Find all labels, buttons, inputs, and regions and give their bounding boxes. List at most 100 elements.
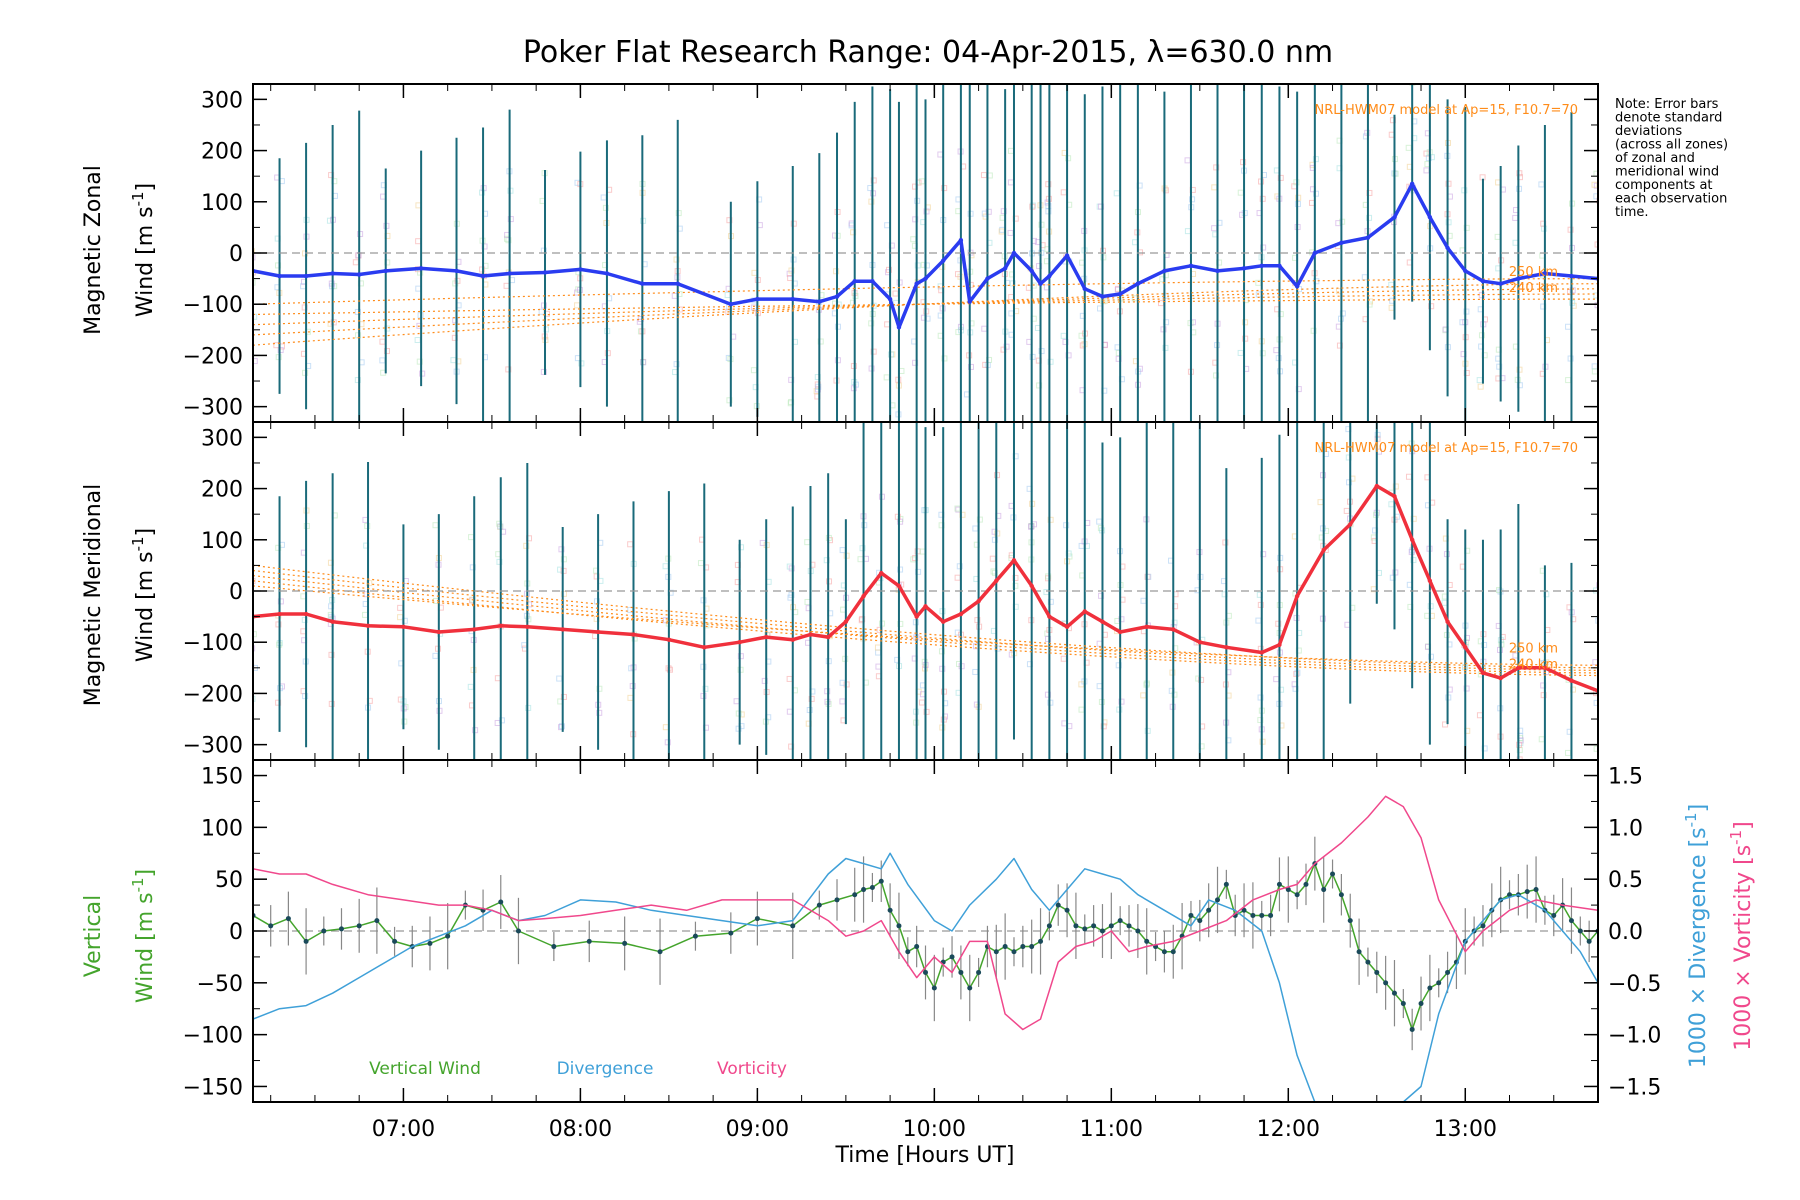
- vertical-wind-point: [692, 933, 698, 939]
- vertical-wind-point: [1577, 928, 1583, 934]
- vertical-wind-point: [1206, 907, 1212, 913]
- meridional-wind-point: [764, 634, 769, 640]
- meridional-wind-point: [1197, 640, 1203, 645]
- zonal-wind-point: [480, 273, 486, 279]
- vertical-wind-point: [1126, 923, 1132, 929]
- meridional-wind-point: [1542, 665, 1548, 671]
- meridional-ylabel-line2: Wind [m s-1]: [129, 528, 158, 662]
- meridional-wind-point: [1427, 578, 1433, 583]
- vertical-wind-point: [967, 985, 973, 991]
- meridional-wind-point: [1294, 593, 1300, 599]
- meridional-wind-point: [994, 578, 999, 583]
- meridional-wind-point: [1224, 645, 1229, 650]
- zonal-wind-point: [923, 276, 928, 281]
- meridional-panel: NRL-HWM07 model at Ap=15, F10.7=70 250 km…: [183, 421, 1599, 761]
- meridional-wind-point: [737, 640, 742, 645]
- meridional-wind-point: [1171, 627, 1176, 632]
- zonal-ytick-label: 200: [201, 140, 243, 165]
- zonal-wind-point: [1463, 268, 1468, 274]
- vertical-wind-point: [1241, 907, 1247, 913]
- vertical-wind-point: [303, 938, 309, 944]
- meridional-wind-point: [940, 619, 946, 624]
- vertical-ylabel-line1: Vertical: [81, 895, 106, 977]
- zonal-model-curve: [253, 293, 1598, 326]
- meridional-wind-point: [1321, 547, 1326, 553]
- note-line: components at: [1615, 178, 1713, 193]
- zonal-wind-point: [640, 281, 645, 286]
- vertical-wind-point: [1215, 897, 1221, 903]
- vertical-wind-point: [790, 923, 796, 929]
- zonal-panel: NRL-HWM07 model at Ap=15, F10.7=70 250 km…: [183, 83, 1599, 423]
- meridional-ytick-label: −100: [183, 631, 243, 656]
- xtick-label: 08:00: [549, 1117, 612, 1142]
- vertical-wind-point: [1038, 938, 1044, 944]
- zonal-wind-point: [542, 270, 548, 275]
- vertical-wind-point: [931, 985, 937, 991]
- meridional-model-height: 240 km: [1509, 657, 1558, 672]
- vertical-wind-point: [1568, 918, 1574, 924]
- zonal-ylabel-line2: Wind [m s-1]: [129, 183, 158, 317]
- meridional-wind-point: [365, 623, 371, 629]
- right-ytick-label: 1.5: [1608, 765, 1643, 790]
- meridional-wind-point: [896, 583, 902, 589]
- vertical-wind-point: [1338, 892, 1344, 898]
- meridional-wind-point: [1259, 650, 1264, 655]
- right-ytick-label: −1.5: [1608, 1075, 1661, 1100]
- vertical-wind-point: [1436, 980, 1442, 986]
- meridional-wind-point: [1409, 537, 1415, 542]
- meridional-plot-area: [253, 422, 1598, 760]
- zonal-wind-point: [1427, 214, 1433, 220]
- vertical-wind-point: [1064, 907, 1070, 913]
- vertical-wind-point: [1374, 969, 1380, 975]
- vertical-wind-point: [1391, 990, 1397, 996]
- meridional-wind-point: [595, 629, 601, 635]
- vertical-ytick-label: 100: [201, 816, 243, 841]
- vertical-ytick-label: −150: [183, 1075, 243, 1100]
- vertical-wind-point: [728, 930, 734, 936]
- zonal-wind-point: [852, 278, 857, 284]
- note-line: Note: Error bars: [1615, 97, 1719, 112]
- vertical-wind-point: [551, 944, 557, 950]
- vertical-wind-point: [1347, 918, 1353, 924]
- vertical-wind-point: [268, 923, 274, 929]
- zonal-wind-point: [1569, 273, 1574, 279]
- vertical-wind-point: [1029, 944, 1035, 950]
- meridional-wind-point: [1480, 670, 1486, 676]
- vertical-panel: 150 100 50 0 −50 −100 −150 1.5 1.0 0.5 0.0 −0.5 −1.0…: [183, 759, 1661, 1142]
- xtick-label: 12:00: [1257, 1117, 1320, 1142]
- legend-item: Divergence: [557, 1059, 654, 1079]
- vertical-wind-point: [1533, 887, 1539, 893]
- meridional-wind-point: [525, 624, 530, 630]
- xtick-label: 09:00: [726, 1117, 789, 1142]
- vertical-wind-point: [1082, 926, 1088, 932]
- meridional-wind-point: [1498, 675, 1503, 681]
- vertical-wind-point: [1551, 912, 1557, 918]
- vertical-wind-point: [878, 878, 884, 884]
- zonal-wind-point: [1064, 253, 1070, 258]
- vertical-wind-point: [1259, 912, 1265, 918]
- meridional-model-curve: [253, 580, 1598, 677]
- vertical-wind-point: [1321, 887, 1327, 893]
- note-line: time.: [1615, 205, 1649, 220]
- vertical-wind-point: [949, 954, 955, 960]
- zonal-model-label: NRL-HWM07 model at Ap=15, F10.7=70: [1315, 103, 1579, 118]
- zonal-wind-point: [1312, 250, 1318, 256]
- zonal-wind-point: [1259, 263, 1264, 269]
- vertical-wind-point: [515, 928, 521, 934]
- vertical-wind-point: [1188, 912, 1194, 918]
- zonal-wind-point: [383, 268, 388, 274]
- vertical-wind-point: [754, 916, 760, 922]
- vertical-wind-point: [1507, 892, 1513, 898]
- zonal-wind-point: [1047, 273, 1052, 279]
- right-ytick-label: 0.0: [1608, 920, 1643, 945]
- meridional-wind-point: [1445, 619, 1450, 624]
- note-line: meridional wind: [1615, 165, 1719, 180]
- vertical-wind-point: [1480, 923, 1486, 929]
- meridional-wind-point: [1463, 645, 1468, 650]
- vertical-wind-point: [816, 902, 822, 908]
- meridional-wind-point: [498, 623, 503, 629]
- vertical-ytick-label: 150: [201, 765, 243, 790]
- zonal-ytick-label: −100: [183, 293, 243, 318]
- vertical-plot-area: [253, 795, 1598, 1102]
